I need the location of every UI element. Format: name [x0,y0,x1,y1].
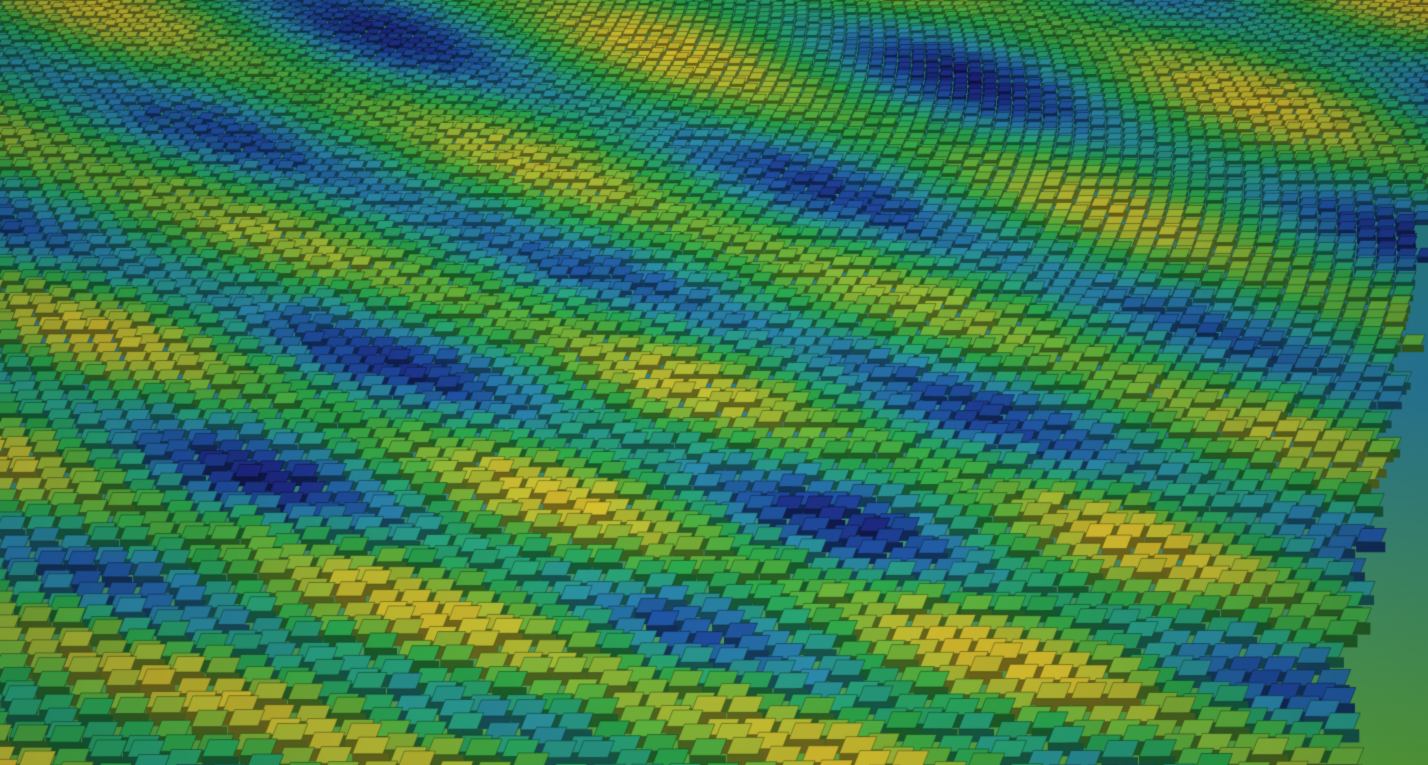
voxel-terrain-render [0,0,1428,765]
voxel-terrain-canvas [0,0,1428,765]
